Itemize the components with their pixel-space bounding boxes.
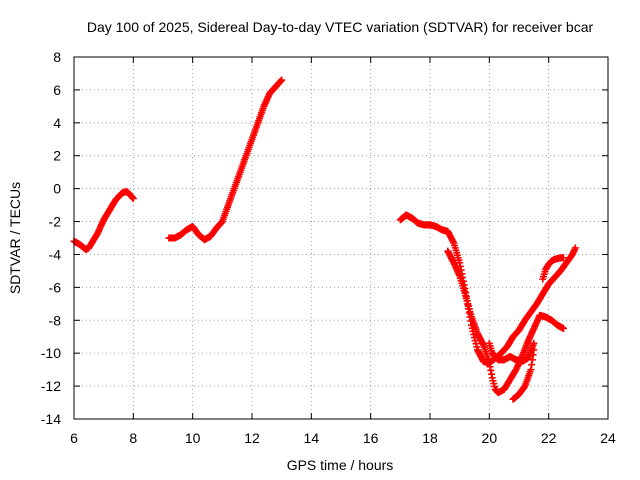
data-point [571, 244, 579, 252]
series-pass-4 [444, 247, 567, 397]
x-tick-label: 12 [244, 430, 260, 446]
series-pass-6 [509, 346, 538, 403]
x-tick-label: 16 [363, 430, 379, 446]
y-tick-label: -14 [41, 411, 61, 427]
data-point [278, 76, 286, 84]
y-tick-label: 0 [53, 181, 61, 197]
x-tick-label: 18 [422, 430, 438, 446]
grid [74, 57, 608, 419]
y-tick-label: -6 [49, 279, 62, 295]
x-tick-label: 10 [185, 430, 201, 446]
y-tick-label: 2 [53, 148, 61, 164]
y-tick-label: -12 [41, 378, 61, 394]
x-tick-label: 24 [600, 430, 616, 446]
y-tick-label: 8 [53, 49, 61, 65]
x-tick-label: 14 [304, 430, 320, 446]
y-tick-label: -8 [49, 312, 62, 328]
y-tick-label: 4 [53, 115, 61, 131]
y-tick-label: 6 [53, 82, 61, 98]
y-tick-label: -2 [49, 214, 62, 230]
x-axis-label: GPS time / hours [287, 457, 394, 473]
y-tick-label: -10 [41, 345, 61, 361]
plot-frame [73, 56, 609, 420]
x-tick-label: 22 [541, 430, 557, 446]
data-point [530, 346, 538, 354]
data-points [70, 76, 579, 403]
y-tick-label: -4 [49, 246, 62, 262]
series-pass-5 [485, 339, 538, 365]
x-tick-label: 6 [70, 430, 78, 446]
series-pass-1 [70, 188, 137, 254]
data-point [560, 325, 567, 332]
x-tick-label: 8 [129, 430, 137, 446]
series-pass-7 [539, 254, 567, 283]
ticks [73, 56, 609, 420]
x-tick-label: 20 [482, 430, 498, 446]
y-tick-labels: 8 6 4 2 0 -2 -4 -6 -8 -10 -12 -14 [41, 49, 61, 427]
data-point [530, 339, 538, 347]
data-point [560, 254, 567, 262]
series-pass-2 [165, 76, 286, 244]
y-axis-label: SDTVAR / TECUs [7, 182, 23, 294]
chart-title: Day 100 of 2025, Sidereal Day-to-day VTE… [87, 19, 594, 35]
x-tick-labels: 6 8 10 12 14 16 18 20 22 24 [70, 430, 616, 446]
data-point [129, 195, 137, 203]
